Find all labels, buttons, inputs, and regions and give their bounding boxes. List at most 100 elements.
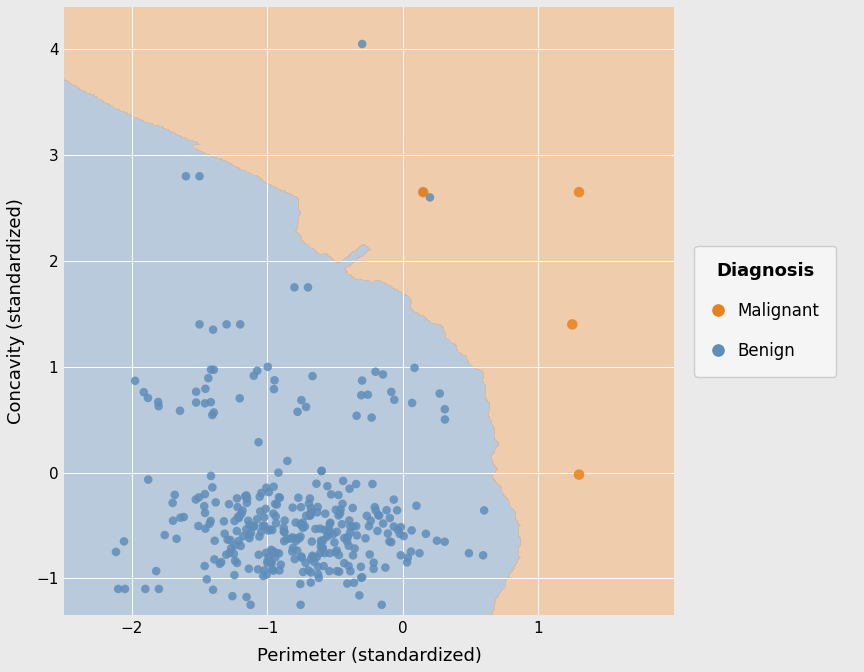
Point xyxy=(369,366,383,377)
Point xyxy=(341,532,355,542)
Point xyxy=(242,530,256,540)
Point xyxy=(247,521,261,532)
Point xyxy=(304,554,318,564)
Point xyxy=(290,545,304,556)
Point xyxy=(349,478,363,489)
Point xyxy=(372,510,385,521)
Point xyxy=(346,503,359,513)
Point xyxy=(177,511,191,522)
Point xyxy=(206,325,220,335)
Point xyxy=(198,507,212,518)
Point xyxy=(118,536,131,547)
Point xyxy=(199,384,213,394)
Point xyxy=(266,508,280,519)
Point xyxy=(369,505,383,516)
Point xyxy=(259,548,273,558)
Point xyxy=(192,492,206,503)
Point xyxy=(239,524,253,535)
Point xyxy=(219,319,233,330)
Point xyxy=(308,523,322,534)
Point xyxy=(328,547,342,558)
Point xyxy=(281,456,295,466)
Point xyxy=(336,476,350,487)
Point xyxy=(223,534,237,545)
Point xyxy=(299,558,313,569)
Point xyxy=(240,497,254,508)
Point xyxy=(270,518,283,529)
Point xyxy=(310,507,324,517)
Point xyxy=(313,523,327,534)
Point xyxy=(232,510,246,521)
Point xyxy=(378,562,392,573)
Point xyxy=(338,533,352,544)
Point xyxy=(295,517,309,528)
Point xyxy=(206,585,220,595)
Point xyxy=(262,551,276,562)
Point xyxy=(354,561,368,572)
Point xyxy=(354,573,368,583)
Point xyxy=(189,397,203,408)
Point xyxy=(151,396,165,407)
Point xyxy=(341,560,355,571)
Point xyxy=(204,470,218,481)
Point xyxy=(340,536,354,546)
Point xyxy=(227,570,241,581)
Point xyxy=(416,187,430,198)
Point xyxy=(304,577,318,588)
Point xyxy=(263,556,276,566)
Point xyxy=(256,520,270,531)
Point xyxy=(193,171,206,181)
Point xyxy=(314,466,328,476)
Point xyxy=(294,579,308,589)
Legend: Malignant, Benign: Malignant, Benign xyxy=(695,246,836,377)
Point xyxy=(166,497,180,508)
X-axis label: Perimeter (standardized): Perimeter (standardized) xyxy=(257,647,481,665)
Point xyxy=(383,513,397,523)
Point xyxy=(152,583,166,594)
Point xyxy=(321,530,335,540)
Point xyxy=(342,515,356,526)
Point xyxy=(217,516,231,527)
Point xyxy=(330,545,344,556)
Point xyxy=(343,521,357,532)
Point xyxy=(318,548,332,558)
Point xyxy=(334,504,347,515)
Point xyxy=(310,552,324,562)
Point xyxy=(238,491,252,502)
Point xyxy=(277,527,291,538)
Point xyxy=(306,371,320,382)
Point xyxy=(354,390,368,401)
Point xyxy=(323,517,337,528)
Point xyxy=(236,505,250,516)
Point xyxy=(572,187,586,198)
Point xyxy=(391,524,404,535)
Point xyxy=(350,411,364,421)
Point xyxy=(375,599,389,610)
Point xyxy=(271,467,285,478)
Point xyxy=(230,558,244,569)
Point xyxy=(321,526,335,536)
Point xyxy=(247,370,261,381)
Point xyxy=(138,583,152,594)
Point xyxy=(291,493,305,503)
Point xyxy=(306,550,320,561)
Point xyxy=(311,569,325,580)
Point xyxy=(286,532,300,543)
Point xyxy=(214,557,228,568)
Point xyxy=(235,508,249,519)
Point xyxy=(189,386,203,397)
Point xyxy=(168,489,181,500)
Point xyxy=(223,548,237,558)
Point xyxy=(267,481,281,492)
Point xyxy=(283,534,297,544)
Point xyxy=(198,398,212,409)
Point xyxy=(423,192,437,203)
Point xyxy=(337,558,351,569)
Point xyxy=(207,536,221,546)
Point xyxy=(298,521,312,532)
Point xyxy=(393,528,407,539)
Point xyxy=(476,550,490,560)
Point xyxy=(327,537,341,548)
Point xyxy=(353,590,366,601)
Point xyxy=(206,482,219,493)
